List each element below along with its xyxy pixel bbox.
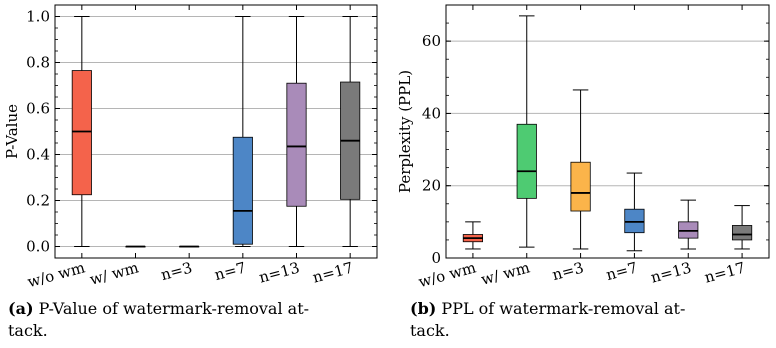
box-n=17: [340, 16, 361, 247]
caption-a-label: (a): [8, 299, 34, 318]
y-tick-label: 0.4: [26, 146, 50, 164]
caption-b-label: (b): [410, 299, 437, 318]
y-tick-label: 60: [422, 32, 441, 50]
plot-panel-a: 0.0 0.2 0.4 0.6 0.8 1.0 P-Value w/o wm w/ wm n=3 n…: [3, 4, 378, 291]
caption-b-text: PPL of watermark-removal at-: [441, 299, 686, 318]
x-tick-label: n=7: [213, 258, 248, 284]
box-n=13: [678, 199, 699, 250]
box-w/ wm: [125, 245, 146, 248]
y-tick-label: 0.0: [26, 238, 50, 256]
box-n=3: [179, 245, 200, 248]
plot-frame: [54, 4, 378, 259]
box-iqr: [731, 225, 753, 241]
caption-b-text-2: tack.: [410, 321, 450, 340]
box-iqr: [570, 161, 591, 212]
box-iqr: [232, 136, 253, 245]
y-axis-label: P-Value: [3, 104, 21, 159]
x-tick-label: n=7: [604, 258, 639, 284]
x-tick-label: n=13: [257, 258, 302, 286]
box-n=17: [731, 205, 753, 250]
x-tick-label: w/ wm: [88, 258, 141, 288]
box-n=7: [232, 16, 253, 247]
y-tick-label: 0.8: [26, 54, 50, 72]
x-tick-label: w/ wm: [479, 258, 532, 288]
caption-a-text-2: tack.: [8, 321, 48, 340]
box-w/o wm: [71, 16, 92, 247]
caption-a-text: P-Value of watermark-removal at-: [38, 299, 310, 318]
box-w/ wm: [516, 15, 537, 248]
box-n=13: [286, 16, 307, 247]
x-tick-label: w/o wm: [25, 258, 86, 291]
y-tick-label: 0.2: [26, 192, 50, 210]
box-iqr: [71, 70, 92, 196]
caption-a: (a) P-Value of watermark-removal at- tac…: [8, 298, 378, 342]
y-axis-label: Perplexity (PPL): [396, 70, 414, 193]
box-n=7: [624, 172, 645, 252]
caption-b: (b) PPL of watermark-removal at- tack.: [410, 298, 770, 342]
box-iqr: [624, 208, 645, 234]
box-n=3: [570, 89, 591, 250]
box-iqr: [286, 82, 307, 207]
y-tick-label: 0: [431, 249, 441, 267]
box-iqr: [516, 123, 537, 199]
x-tick-label: n=13: [649, 258, 694, 286]
box-w/o wm: [462, 221, 484, 250]
y-tick-label: 0.6: [26, 100, 50, 118]
x-tick-label: n=3: [550, 258, 585, 284]
box-iqr: [678, 221, 699, 239]
y-tick-label: 1.0: [26, 8, 50, 26]
plot-panel-b: 0 20 40 60 Perplexity (PPL) w/o wm w/ wm n=3 n=7…: [396, 4, 770, 291]
x-tick-label: n=3: [159, 258, 194, 284]
x-tick-label: n=17: [311, 258, 356, 286]
y-tick-label: 40: [422, 104, 441, 122]
plot-frame: [445, 4, 770, 259]
x-tick-label: n=17: [703, 258, 748, 286]
x-tick-label: w/o wm: [417, 258, 478, 291]
y-tick-label: 20: [422, 177, 441, 195]
